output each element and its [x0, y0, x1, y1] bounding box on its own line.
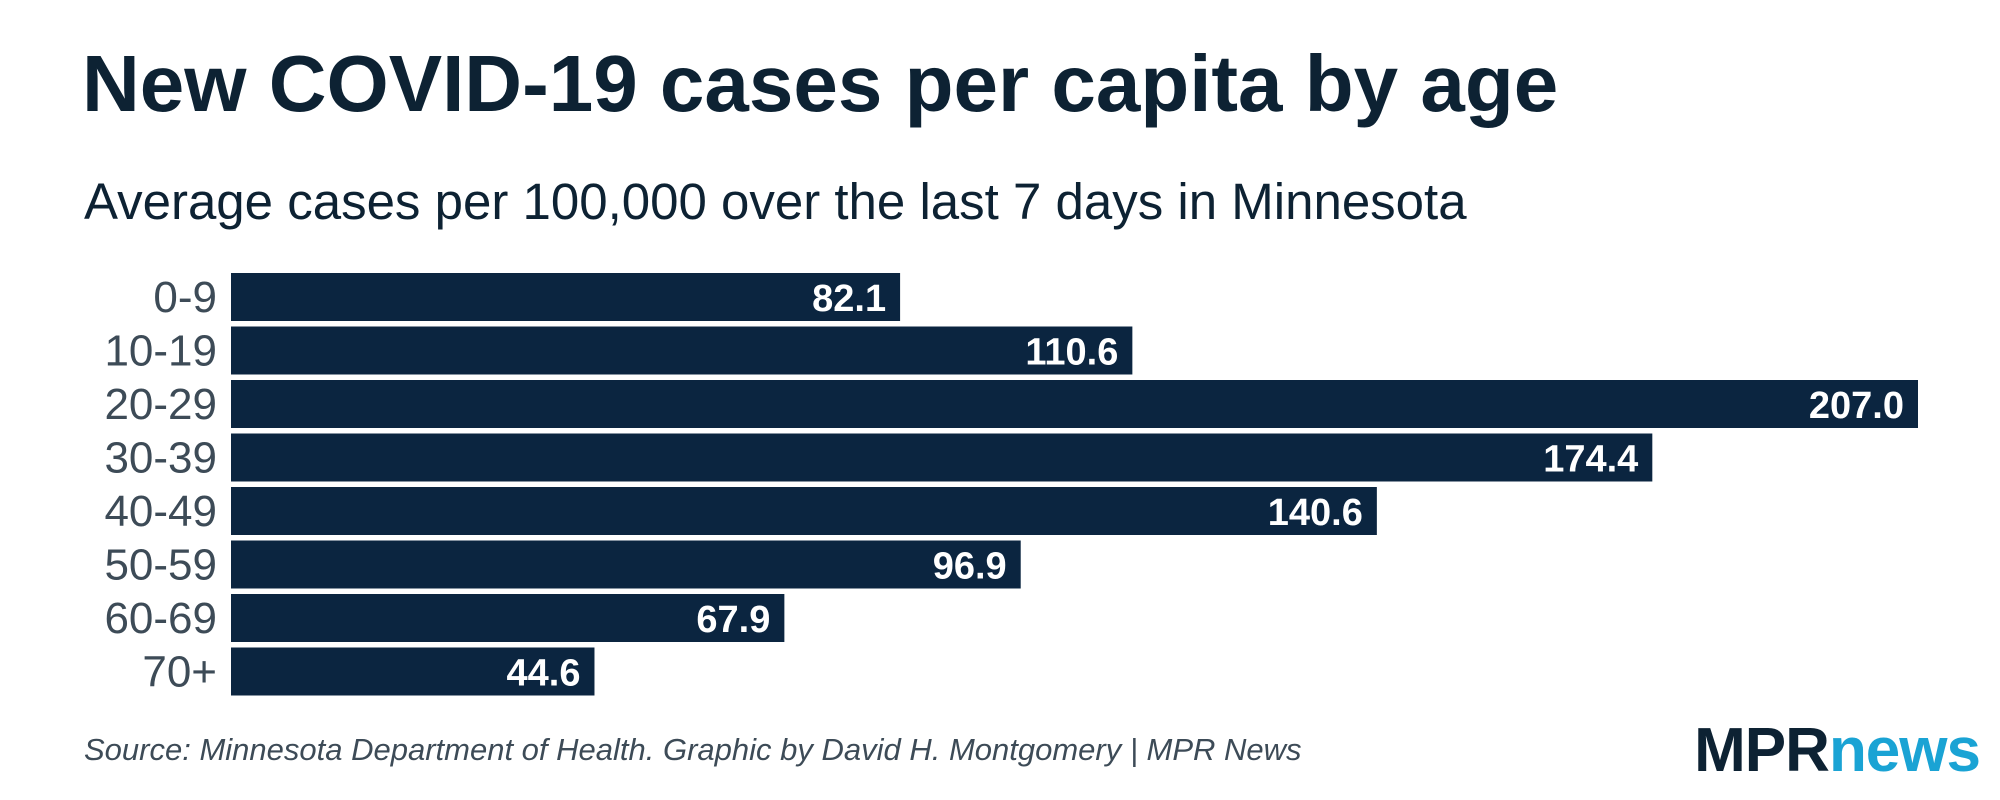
value-label-70plus: 44.6 [507, 653, 581, 695]
value-label-20-29: 207.0 [1809, 385, 1904, 427]
bar-50-59 [231, 540, 1021, 589]
value-label-50-59: 96.9 [933, 546, 1007, 588]
bar-70plus [231, 647, 595, 696]
chart-subtitle: Average cases per 100,000 over the last … [84, 173, 1467, 230]
value-label-30-39: 174.4 [1543, 439, 1638, 481]
category-label-40-49: 40-49 [104, 487, 217, 536]
bar-10-19 [231, 326, 1133, 375]
bar-60-69 [231, 594, 785, 642]
bar-0-9 [231, 273, 901, 321]
category-label-60-69: 60-69 [104, 594, 217, 643]
bar-40-49 [231, 487, 1377, 535]
category-label-30-39: 30-39 [104, 434, 217, 483]
bar-20-29 [231, 380, 1918, 428]
category-label-70plus: 70+ [142, 648, 217, 697]
value-label-10-19: 110.6 [1025, 332, 1118, 374]
bar-30-39 [231, 433, 1653, 482]
logo-mpr: MPR [1694, 716, 1830, 785]
value-label-0-9: 82.1 [812, 278, 886, 320]
category-label-50-59: 50-59 [104, 541, 217, 590]
bars-layer: 0-9 82.1 10-19 110.6 20-29 207.0 30-39 174.4 40-… [104, 273, 1918, 697]
value-label-40-49: 140.6 [1268, 492, 1363, 534]
value-label-60-69: 67.9 [696, 599, 770, 641]
logo-news: news [1828, 716, 1981, 785]
category-label-20-29: 20-29 [104, 380, 217, 429]
mpr-news-logo: MPRnews [1694, 720, 1981, 782]
category-label-10-19: 10-19 [104, 327, 217, 376]
chart-title: New COVID-19 cases per capita by age [82, 39, 1559, 128]
source-note: Source: Minnesota Department of Health. … [84, 732, 1302, 767]
category-label-0-9: 0-9 [153, 273, 217, 322]
